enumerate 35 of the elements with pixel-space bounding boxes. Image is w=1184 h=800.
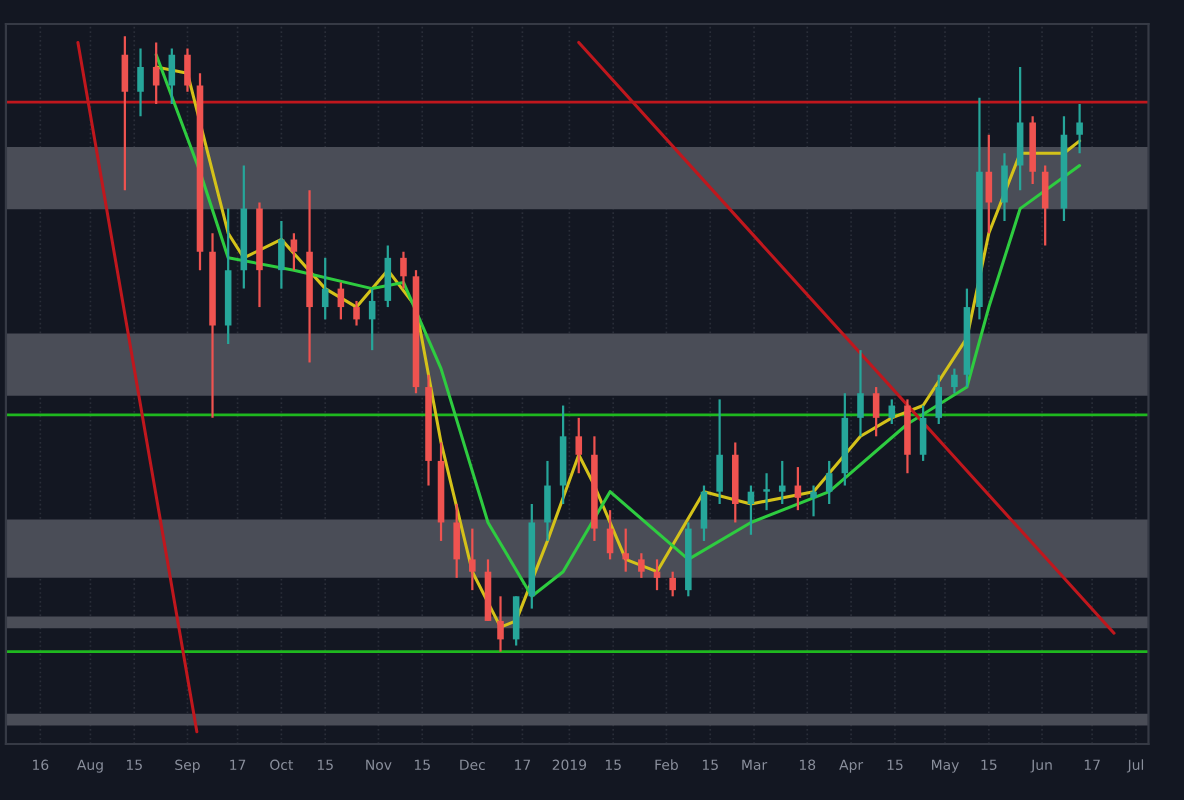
candlestick (121, 35, 129, 192)
candlestick (1076, 102, 1083, 155)
candlestick (137, 47, 144, 118)
candlestick (400, 250, 407, 290)
candlestick (653, 558, 661, 592)
candlestick (290, 232, 298, 272)
candlestick (919, 404, 927, 463)
candlestick (152, 41, 160, 106)
candlestick (1041, 164, 1049, 247)
candlestick (872, 385, 880, 438)
candlestick (1001, 152, 1008, 223)
candlestick (857, 349, 864, 438)
candlestick (353, 299, 360, 327)
candlestick (951, 367, 958, 395)
candlestick (716, 398, 723, 506)
candlestick (384, 244, 392, 309)
candlestick (497, 595, 504, 653)
candlestick (184, 47, 191, 93)
candlestick (469, 527, 476, 592)
candlestick (575, 416, 583, 475)
candlestick (453, 502, 460, 579)
candlestick (1016, 65, 1024, 192)
candlestick (638, 552, 645, 579)
candlestick (810, 484, 817, 518)
candlestick (278, 219, 285, 290)
candlestick (622, 527, 630, 573)
candlestick (763, 472, 770, 512)
candlestick (700, 484, 708, 543)
candlestick (512, 595, 520, 647)
candlestick (544, 459, 551, 543)
candlestick (778, 459, 786, 506)
candlestick (669, 570, 676, 598)
candlestick (935, 373, 943, 426)
candlestick (168, 47, 176, 106)
candlestick (825, 459, 833, 506)
